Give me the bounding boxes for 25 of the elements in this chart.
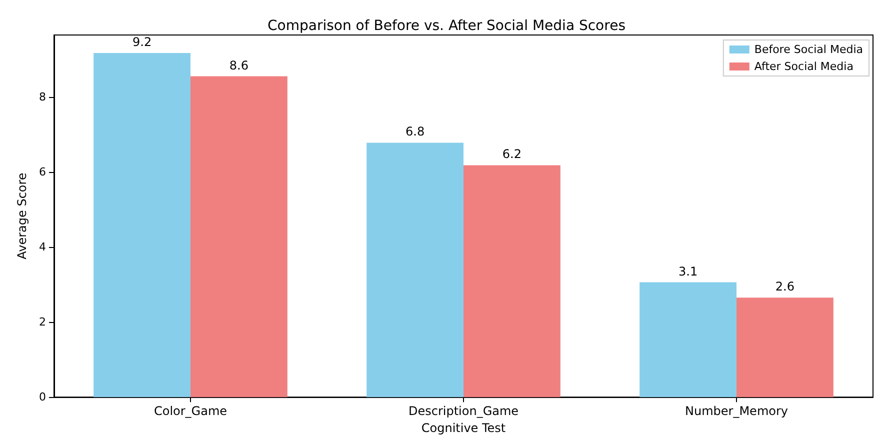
x-tick-label: Color_Game xyxy=(154,404,228,418)
data-label: 6.2 xyxy=(502,147,522,162)
x-axis-title: Cognitive Test xyxy=(421,421,506,435)
legend-label: Before Social Media xyxy=(754,43,863,56)
bar xyxy=(366,142,464,398)
chart-title: Comparison of Before vs. After Social Media Scores xyxy=(268,18,626,34)
data-label: 2.6 xyxy=(775,280,795,294)
x-tick-label: Number_Memory xyxy=(684,404,788,418)
y-tick-label: 0 xyxy=(39,390,46,404)
bar xyxy=(190,76,288,398)
data-label: 6.8 xyxy=(405,124,425,139)
y-axis-title: Average Score xyxy=(15,172,29,260)
data-label: 9.2 xyxy=(132,35,152,50)
y-tick-label: 4 xyxy=(39,240,46,254)
data-label: 3.1 xyxy=(678,264,698,278)
bar xyxy=(464,165,560,398)
bar xyxy=(640,282,736,398)
y-tick-label: 6 xyxy=(39,165,46,178)
bar xyxy=(94,53,190,398)
x-tick-label: Description_Game xyxy=(408,404,519,418)
legend-label: After Social Media xyxy=(754,60,854,73)
y-tick-label: 2 xyxy=(39,316,46,329)
data-label: 8.6 xyxy=(229,58,249,72)
y-tick-label: 8 xyxy=(39,90,46,104)
bar xyxy=(736,298,834,398)
